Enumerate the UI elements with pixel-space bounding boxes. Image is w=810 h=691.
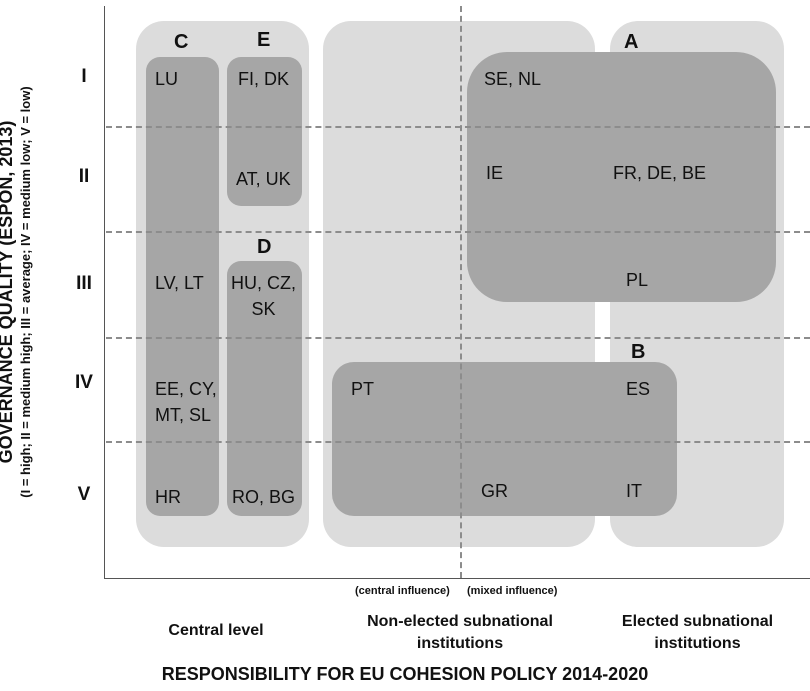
country-hr: HR (155, 487, 181, 507)
country-lv-lt: LV, LT (155, 273, 204, 293)
group-d-region (227, 261, 302, 516)
group-label-a: A (624, 31, 639, 53)
group-a-region (467, 52, 776, 302)
country-gr: GR (481, 481, 508, 501)
row-label-i: I (81, 66, 87, 87)
group-label-d: D (257, 236, 272, 258)
country-pl: PL (626, 270, 649, 290)
country-it: IT (626, 481, 642, 501)
y-axis-subtitle: (I = high; II = medium high; III = avera… (18, 86, 33, 498)
group-label-b: B (631, 341, 646, 363)
country-es: ES (626, 379, 651, 399)
row-divider-3 (106, 337, 810, 339)
country-se-nl: SE, NL (484, 69, 542, 89)
mixed-influence-label: (mixed influence) (467, 585, 558, 597)
country-at-uk: AT, UK (236, 169, 291, 189)
row-divider-1 (106, 126, 810, 128)
row-divider-4 (106, 441, 810, 443)
row-label-iii: III (76, 273, 92, 294)
column-label-central: Central level (168, 622, 264, 639)
column-label-non-elected: Non-elected subnational institutions (367, 613, 553, 652)
row-divider-2 (106, 231, 810, 233)
group-e-region (227, 57, 302, 206)
country-hu-cz-sk: HU, CZ, SK (231, 273, 296, 319)
row-label-v: V (77, 484, 91, 505)
influence-divider (460, 6, 462, 578)
y-axis-title: GOVERNANCE QUALITY (ESPON, 2013) (0, 120, 16, 464)
group-c-region (146, 57, 219, 516)
row-label-iv: IV (75, 372, 93, 393)
country-lu: LU (155, 69, 179, 89)
group-label-e: E (257, 29, 271, 51)
y-axis-title-block: GOVERNANCE QUALITY (ESPON, 2013) (I = hi… (0, 12, 35, 572)
country-ro-bg: RO, BG (232, 487, 296, 507)
group-b-region (332, 362, 677, 516)
column-label-elected: Elected subnational institutions (621, 613, 774, 652)
row-label-ii: II (78, 166, 90, 187)
country-fi-dk: FI, DK (238, 69, 290, 89)
group-label-c: C (174, 31, 189, 53)
country-ie: IE (486, 163, 504, 183)
country-pt: PT (351, 379, 375, 399)
central-influence-label: (central influence) (355, 585, 450, 597)
y-axis-line (104, 6, 105, 578)
x-axis-title: RESPONSIBILITY FOR EU COHESION POLICY 20… (161, 664, 649, 684)
country-fr-de-be: FR, DE, BE (613, 163, 707, 183)
x-axis-line (104, 578, 810, 579)
country-ee-cy-mt-sl: EE, CY, MT, SL (155, 379, 217, 425)
